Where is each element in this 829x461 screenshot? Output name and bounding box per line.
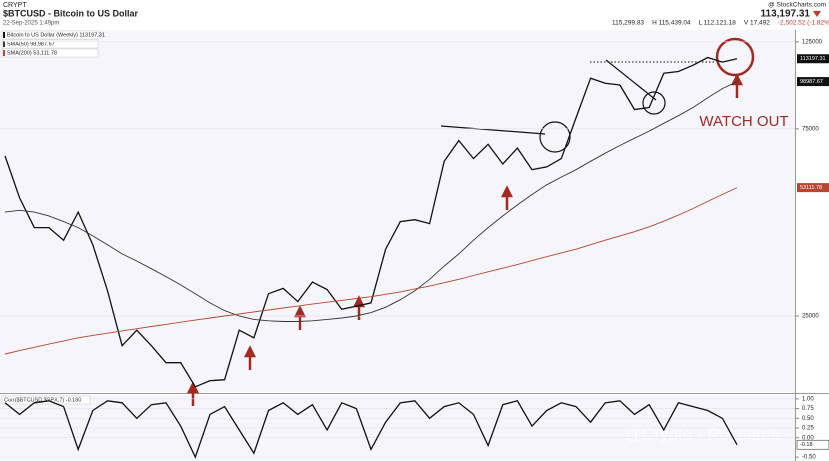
date: 22-Sep-2025 1:49pm (3, 21, 59, 27)
series-line (4, 400, 738, 459)
y-tick-label: -0.50 (802, 455, 816, 461)
last-value-label: 113197.31 (800, 56, 826, 62)
quote-value: 115,299.83 (612, 20, 644, 27)
last-value-label: -0.18 (800, 442, 813, 448)
last-value-label: 98987.67 (800, 79, 823, 85)
circle (642, 91, 666, 115)
circle (715, 37, 755, 77)
quote-value: H 115,439.04 (652, 20, 691, 27)
watermark: @Crypto - Roznama (625, 424, 781, 443)
arrows (186, 73, 744, 406)
quote-value: -2,502.52 (-1.82%) (778, 20, 829, 27)
legend-swatch (3, 32, 5, 38)
last-value-label: 53111.78 (800, 185, 822, 191)
main-panel (0, 30, 795, 392)
legend-box (1, 30, 99, 40)
series-line (4, 187, 738, 355)
quote: 115,299.83 H 115,439.04 L 112,121.18 V 17,4… (612, 20, 829, 27)
legend-entry: Bitcoin to US Dollar (Weekly) 113197.31 (7, 32, 105, 38)
legend-box (1, 395, 91, 405)
quote-value: L 112,121.18 (699, 20, 737, 27)
legend-entry: SMA(50) 98,987.67 (7, 41, 55, 47)
y-tick-label: 0.00 (802, 435, 814, 441)
last-price: 113,197.31 (761, 9, 811, 20)
y-tick-label: 0.25 (802, 426, 814, 432)
series-line (4, 81, 738, 322)
source: @ StockCharts.com (768, 2, 826, 9)
y-tick-label: 0.75 (802, 406, 814, 412)
y-tick-label: 25000 (802, 314, 819, 320)
series-line (4, 56, 738, 388)
legend-swatch (3, 50, 5, 56)
legend-entry: SMA(200) 53,111.78 (7, 50, 57, 56)
legend: Bitcoin to US Dollar (Weekly) 113197.31 S… (1, 30, 105, 405)
last-value-box (797, 77, 829, 87)
circle (539, 121, 571, 153)
last-value-box (797, 183, 829, 193)
panel-title: Corr($BTCUSD,$SPX,7) -0.180 (4, 397, 81, 403)
legend-box (1, 48, 99, 58)
y-tick-label: 125000 (802, 39, 823, 45)
y-tick-label: 75000 (802, 126, 819, 132)
last-value-box (797, 54, 829, 64)
y-tick-label: 1.00 (802, 396, 814, 402)
exchange: CRYPT (3, 2, 27, 9)
quote-value: V 17,492 (744, 20, 770, 27)
legend-box (1, 39, 99, 49)
chart-title: $BTCUSD - Bitcoin to US Dollar (3, 8, 139, 18)
annotation: WATCH OUT (699, 113, 788, 130)
legend-swatch (3, 41, 5, 47)
down-arrow (813, 11, 821, 17)
y-tick-label: 0.50 (802, 416, 814, 422)
trendline (440, 125, 546, 135)
last-value-box (796, 439, 829, 450)
